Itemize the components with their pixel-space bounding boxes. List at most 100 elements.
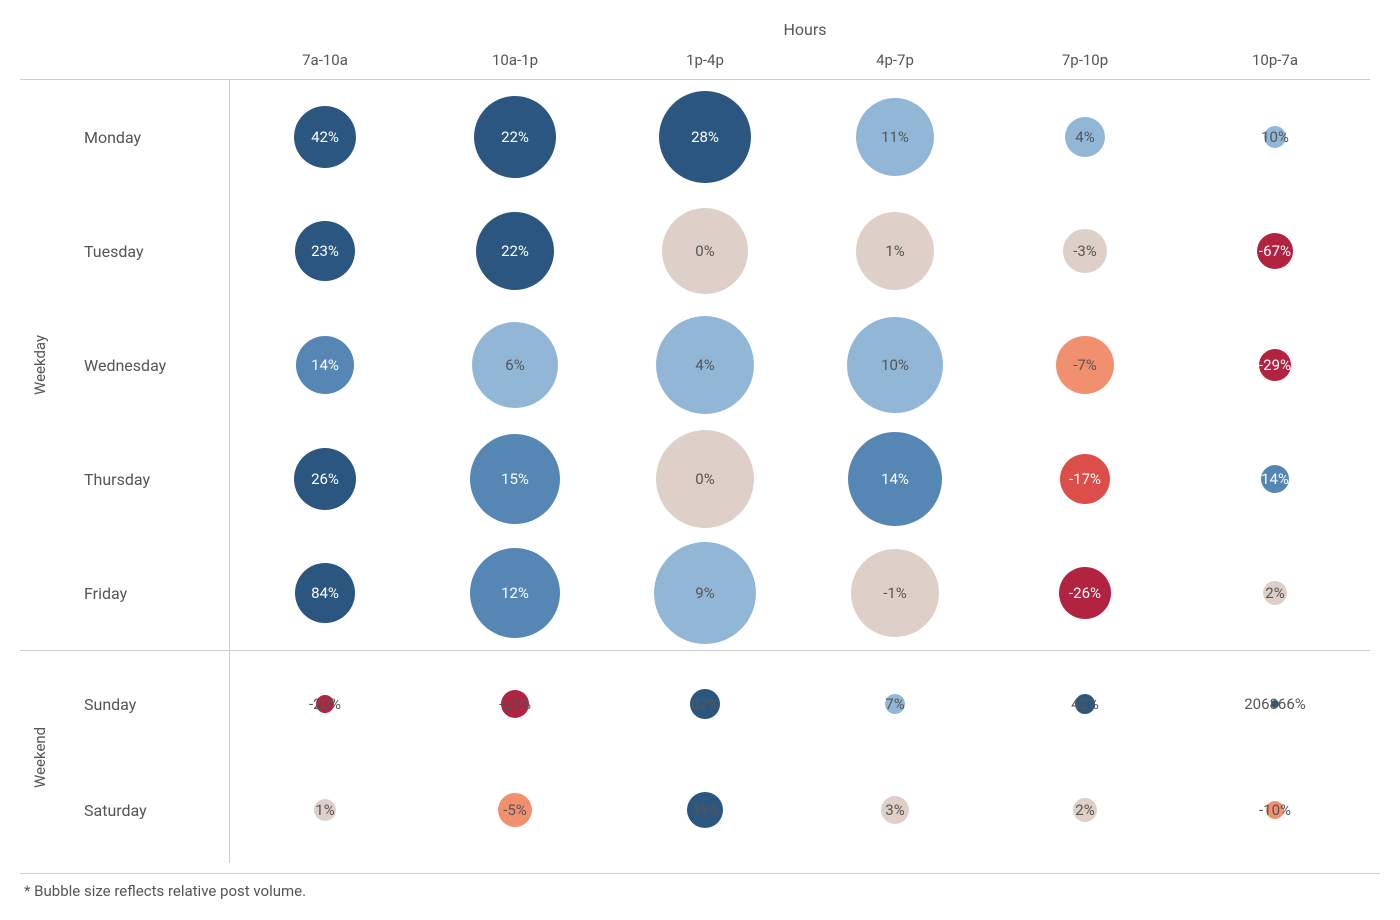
bubble-cell: -5% xyxy=(420,757,610,863)
bubble-value: 14% xyxy=(881,470,909,488)
bubble-cell: -17% xyxy=(990,422,1180,536)
bubble-value: 84% xyxy=(311,584,339,602)
bubble-value: -17% xyxy=(1069,470,1101,488)
bubble-cell: 12% xyxy=(420,536,610,650)
bubble-value: 26% xyxy=(311,470,339,488)
day-label: Thursday xyxy=(60,422,230,536)
bubble-value: 28% xyxy=(691,128,719,146)
bubble-heatmap-chart: Hours 7a-10a10a-1p1p-4p4p-7p7p-10p10p-7a… xyxy=(20,20,1380,900)
chart-footnote: * Bubble size reflects relative post vol… xyxy=(20,873,1380,900)
bubble-cell: 26% xyxy=(230,422,420,536)
bubble-value: 206866% xyxy=(1244,695,1306,713)
group-label: Weekday xyxy=(20,80,60,650)
bubble-value: 12% xyxy=(501,584,529,602)
bubble-value: -5% xyxy=(503,801,527,819)
bubble-cell: 22% xyxy=(420,80,610,194)
bubble-value: 14% xyxy=(1261,470,1289,488)
bubble-cell: 14% xyxy=(1180,422,1370,536)
header-spacer xyxy=(60,45,230,80)
day-label: Friday xyxy=(60,536,230,650)
bubble-value: 42% xyxy=(311,128,339,146)
bubble-cell: -20% xyxy=(230,651,420,757)
bubble-value: -10% xyxy=(1259,801,1291,819)
bubble-cell: 9% xyxy=(610,536,800,650)
bubble-value: 4% xyxy=(695,356,714,374)
bubble-value: 2% xyxy=(1265,584,1284,602)
group-label: Weekend xyxy=(20,651,60,863)
bubble-value: 42% xyxy=(1071,695,1099,713)
bubble-cell: -26% xyxy=(990,536,1180,650)
hour-header: 4p-7p xyxy=(800,45,990,80)
bubble-cell: 10% xyxy=(1180,80,1370,194)
bubble-value: 6% xyxy=(505,356,524,374)
bubble-cell: 42% xyxy=(230,80,420,194)
bubble-value: 4% xyxy=(1075,128,1094,146)
bubble-cell: 0% xyxy=(610,422,800,536)
hour-header: 10p-7a xyxy=(1180,45,1370,80)
bubble-value: 49% xyxy=(691,801,719,819)
bubble-cell: 6% xyxy=(420,308,610,422)
bubble-value: -20% xyxy=(309,695,341,713)
bubble-value: 9% xyxy=(695,584,714,602)
bubble-value: -67% xyxy=(1259,242,1291,260)
chart-grid: 7a-10a10a-1p1p-4p4p-7p7p-10p10p-7a Weekda… xyxy=(20,45,1380,863)
day-label: Wednesday xyxy=(60,308,230,422)
bubble-cell: -67% xyxy=(1180,194,1370,308)
bubble-value: -7% xyxy=(1073,356,1097,374)
hours-axis-title: Hours xyxy=(20,20,1380,39)
bubble-value: 0% xyxy=(695,470,714,488)
bubble-value: 22% xyxy=(501,128,529,146)
bubble-value: 10% xyxy=(1261,128,1289,146)
bubble-value: 7% xyxy=(885,695,904,713)
bubble-value: -3% xyxy=(1073,242,1097,260)
bubble-cell: 15% xyxy=(420,422,610,536)
bubble-cell: 11% xyxy=(800,80,990,194)
bubble-cell: 1% xyxy=(230,757,420,863)
bubble-value: 14% xyxy=(311,356,339,374)
bubble-cell: 82% xyxy=(610,651,800,757)
bubble-cell: 3% xyxy=(800,757,990,863)
bubble-cell: -10% xyxy=(1180,757,1370,863)
bubble-value: 3% xyxy=(885,801,904,819)
day-label: Monday xyxy=(60,80,230,194)
bubble-value: -29% xyxy=(1259,356,1291,374)
bubble-cell: 4% xyxy=(610,308,800,422)
bubble-value: 23% xyxy=(311,242,339,260)
bubble-cell: 206866% xyxy=(1180,651,1370,757)
bubble-value: -1% xyxy=(883,584,907,602)
bubble-value: 82% xyxy=(691,695,719,713)
bubble-cell: -21% xyxy=(420,651,610,757)
bubble-value: 0% xyxy=(695,242,714,260)
bubble-cell: 23% xyxy=(230,194,420,308)
day-label: Saturday xyxy=(60,757,230,863)
header-spacer xyxy=(20,45,60,80)
hour-header: 10a-1p xyxy=(420,45,610,80)
bubble-value: 11% xyxy=(881,128,909,146)
bubble-cell: -29% xyxy=(1180,308,1370,422)
bubble-cell: 14% xyxy=(800,422,990,536)
bubble-cell: 84% xyxy=(230,536,420,650)
bubble-value: 1% xyxy=(885,242,904,260)
bubble-cell: 28% xyxy=(610,80,800,194)
bubble-cell: 14% xyxy=(230,308,420,422)
bubble-cell: 22% xyxy=(420,194,610,308)
bubble-cell: 7% xyxy=(800,651,990,757)
bubble-cell: 1% xyxy=(800,194,990,308)
bubble-value: 1% xyxy=(315,801,334,819)
hour-header: 7p-10p xyxy=(990,45,1180,80)
bubble-cell: 4% xyxy=(990,80,1180,194)
bubble-value: 22% xyxy=(501,242,529,260)
bubble-cell: -3% xyxy=(990,194,1180,308)
day-label: Tuesday xyxy=(60,194,230,308)
bubble-cell: 2% xyxy=(1180,536,1370,650)
bubble-value: 10% xyxy=(881,356,909,374)
day-label: Sunday xyxy=(60,651,230,757)
bubble-cell: -7% xyxy=(990,308,1180,422)
hour-header: 1p-4p xyxy=(610,45,800,80)
bubble-value: 15% xyxy=(501,470,529,488)
bubble-cell: 10% xyxy=(800,308,990,422)
bubble-value: 2% xyxy=(1075,801,1094,819)
bubble-cell: 0% xyxy=(610,194,800,308)
hour-header: 7a-10a xyxy=(230,45,420,80)
bubble-cell: -1% xyxy=(800,536,990,650)
